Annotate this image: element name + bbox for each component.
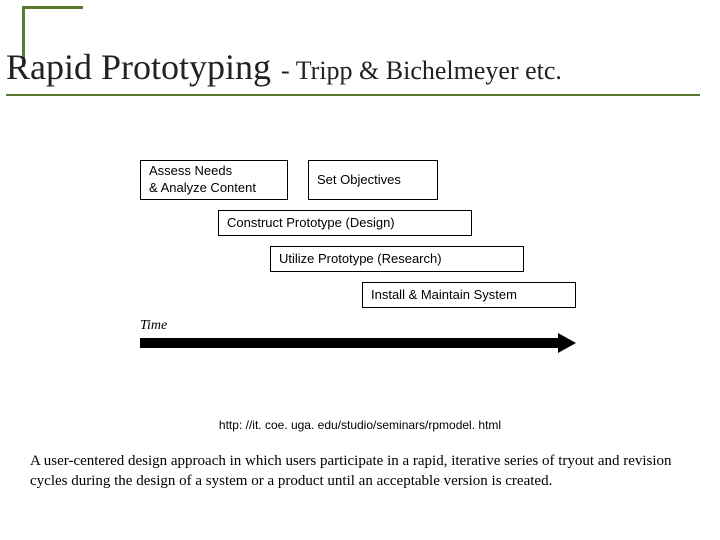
- diagram-box: Install & Maintain System: [362, 282, 576, 308]
- page-subtitle: - Tripp & Bichelmeyer etc.: [281, 56, 562, 86]
- title-row: Rapid Prototyping - Tripp & Bichelmeyer …: [6, 46, 700, 96]
- source-url: http: //it. coe. uga. edu/studio/seminar…: [0, 418, 720, 432]
- time-axis-label: Time: [140, 318, 167, 334]
- page-title: Rapid Prototyping: [6, 46, 271, 88]
- diagram-box: Construct Prototype (Design): [218, 210, 472, 236]
- diagram-box: Utilize Prototype (Research): [270, 246, 524, 272]
- diagram-box: Assess Needs & Analyze Content: [140, 160, 288, 200]
- prototyping-diagram: Time Assess Needs & Analyze Content Set O…: [140, 160, 580, 380]
- time-arrow-head: [558, 333, 576, 353]
- description-text: A user-centered design approach in which…: [30, 452, 690, 491]
- time-arrow-line: [140, 338, 558, 348]
- diagram-box: Set Objectives: [308, 160, 438, 200]
